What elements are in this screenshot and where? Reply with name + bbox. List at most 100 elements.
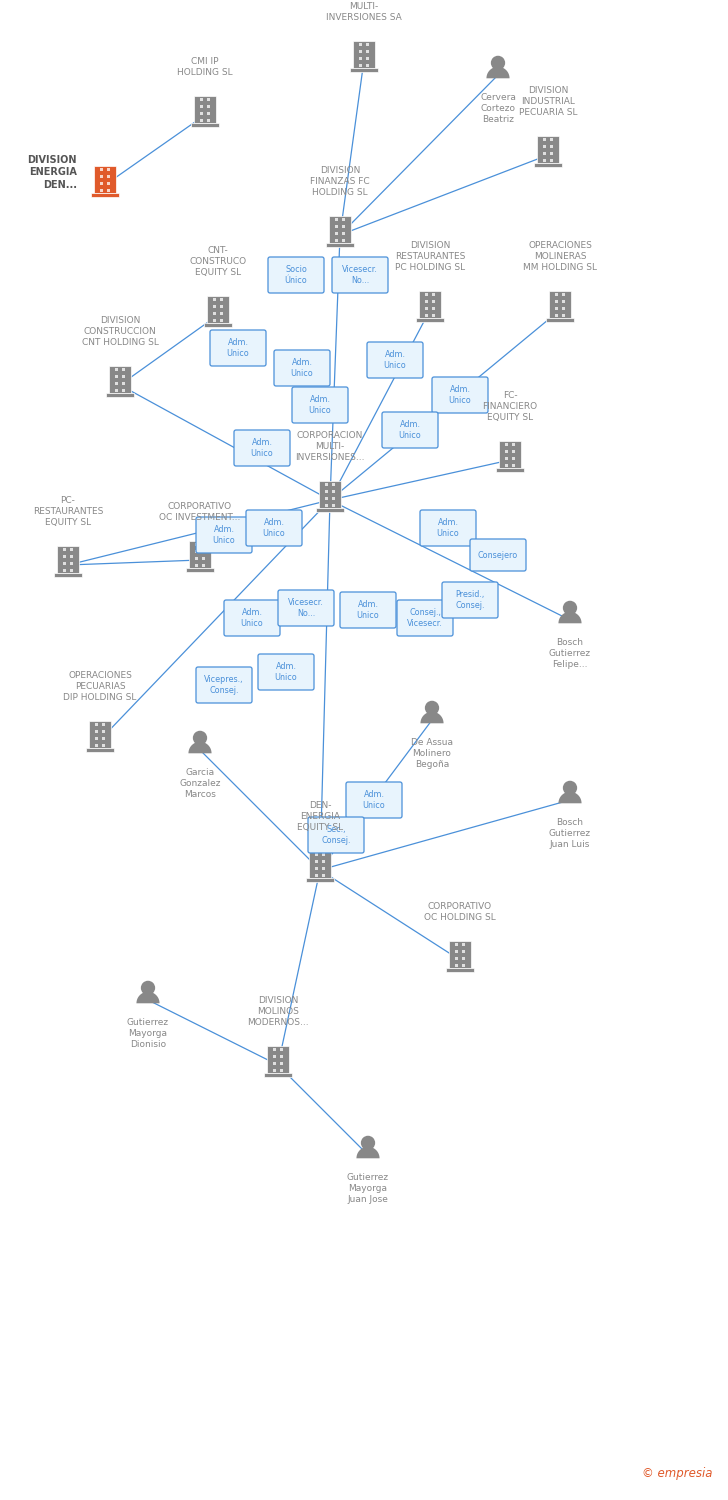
Bar [335,232,339,236]
FancyBboxPatch shape [258,654,314,690]
Bar [543,146,546,148]
Bar [319,482,341,508]
Bar [122,375,124,378]
Polygon shape [136,992,159,1004]
Text: Consejero: Consejero [478,550,518,560]
Bar [534,164,562,166]
Text: Adm.
Unico: Adm. Unico [363,790,385,810]
FancyBboxPatch shape [308,818,364,854]
Bar [204,322,232,327]
Bar [455,964,458,968]
Text: Socio
Único: Socio Único [285,266,307,285]
Bar [416,318,444,322]
Bar [70,555,73,558]
Bar [322,853,325,856]
Bar [213,312,216,315]
Bar [359,44,363,46]
FancyBboxPatch shape [292,387,348,423]
Bar [365,44,369,46]
Bar [122,369,124,370]
Text: FC-
FINANCIERO
EQUITY SL: FC- FINANCIERO EQUITY SL [483,392,537,422]
Bar [359,57,363,60]
Text: DIVISION
FINANZAS FC
HOLDING SL: DIVISION FINANZAS FC HOLDING SL [310,166,370,196]
Bar [322,874,325,878]
Bar [315,853,318,856]
Text: Adm.
Unico: Adm. Unico [250,438,274,458]
Bar [562,300,565,303]
Bar [325,504,328,507]
FancyBboxPatch shape [234,430,290,466]
Bar [537,136,559,164]
Bar [220,320,223,322]
Bar [195,543,198,546]
Bar [207,112,210,116]
Bar [425,315,428,318]
Bar [425,300,428,303]
Text: DIVISION
MOLINOS
MODERNOS...: DIVISION MOLINOS MODERNOS... [248,996,309,1028]
Bar [107,189,110,192]
Bar [325,483,328,486]
Text: Bosch
Gutierrez
Juan Luis: Bosch Gutierrez Juan Luis [549,818,591,849]
Bar [555,308,558,310]
Bar [280,1048,283,1052]
Bar [306,878,334,882]
Bar [70,549,73,550]
Text: CNT-
CONSTRUCO
EQUITY SL: CNT- CONSTRUCO EQUITY SL [189,246,247,278]
Bar [315,861,318,864]
FancyBboxPatch shape [420,510,476,546]
Text: Adm.
Unico: Adm. Unico [290,358,313,378]
Text: CORPORATIVO
OC HOLDING SL: CORPORATIVO OC HOLDING SL [424,902,496,922]
Text: Adm.
Unico: Adm. Unico [437,519,459,537]
Bar [322,861,325,864]
FancyBboxPatch shape [432,376,488,412]
Text: Presid.,
Consej.: Presid., Consej. [455,591,485,609]
Bar [341,232,345,236]
Bar [213,298,216,302]
Bar [70,562,73,566]
Bar [335,240,339,243]
Circle shape [491,56,505,70]
Text: Bosch
Gutierrez
Felipe...: Bosch Gutierrez Felipe... [549,638,591,669]
FancyBboxPatch shape [196,668,252,704]
Bar [63,562,66,566]
Bar [220,312,223,315]
Text: Adm.
Unico: Adm. Unico [309,396,331,414]
Bar [555,300,558,303]
Bar [63,549,66,550]
Bar [202,543,205,546]
Text: OPERACIONES
MOLINERAS
MM HOLDING SL: OPERACIONES MOLINERAS MM HOLDING SL [523,242,597,272]
Text: OPERACIONES
PECUARIAS
DIP HOLDING SL: OPERACIONES PECUARIAS DIP HOLDING SL [63,670,137,702]
Bar [54,573,82,578]
Bar [549,291,571,318]
Bar [195,558,198,561]
Text: Adm.
Unico: Adm. Unico [384,351,406,369]
Text: Garcia
Gonzalez
Marcos: Garcia Gonzalez Marcos [179,768,221,800]
FancyBboxPatch shape [442,582,498,618]
Polygon shape [189,742,212,753]
Bar [322,867,325,870]
Bar [115,375,118,378]
Bar [555,315,558,318]
Bar [63,555,66,558]
Bar [273,1070,276,1072]
Polygon shape [357,1148,379,1158]
Bar [200,112,203,116]
Bar [213,320,216,322]
Bar [107,176,110,178]
Circle shape [425,700,439,715]
Bar [89,722,111,748]
Bar [200,120,203,123]
Bar [419,291,441,318]
Bar [115,390,118,393]
Text: Adm.
Unico: Adm. Unico [263,519,285,537]
Text: Sec.,
Consej.: Sec., Consej. [321,825,351,844]
Bar [102,730,105,734]
FancyBboxPatch shape [470,538,526,572]
Bar [280,1070,283,1072]
Bar [200,99,203,100]
Bar [273,1062,276,1065]
Text: CORPORATIVO
OC INVESTMENT...: CORPORATIVO OC INVESTMENT... [159,503,241,522]
Circle shape [141,981,155,994]
Text: CORPORACION
MULTI-
INVERSIONES SA: CORPORACION MULTI- INVERSIONES SA [326,0,402,22]
FancyBboxPatch shape [367,342,423,378]
